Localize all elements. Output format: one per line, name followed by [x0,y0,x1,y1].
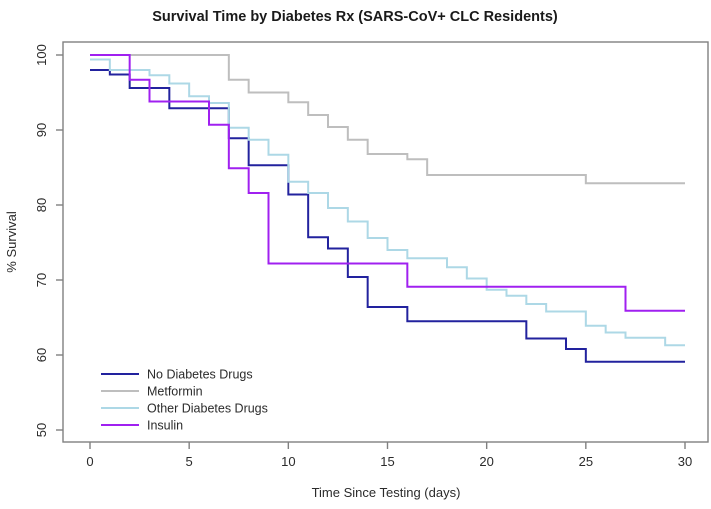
x-tick-label: 15 [380,454,394,469]
curve-metformin [90,54,685,185]
y-axis-title: % Survival [4,211,19,273]
y-tick-label: 100 [34,44,49,66]
x-tick-label: 20 [479,454,493,469]
y-tick-label: 70 [34,273,49,287]
legend-item-other-diabetes-drugs: Other Diabetes Drugs [101,402,268,416]
legend-label-no-diabetes-drugs: No Diabetes Drugs [147,368,253,382]
plot-frame [62,41,709,443]
legend-label-insulin: Insulin [147,419,183,433]
y-tick-label: 50 [34,423,49,437]
x-tick-label: 10 [281,454,295,469]
y-tick-label: 60 [34,348,49,362]
legend: No Diabetes Drugs Metformin Other Diabetes… [101,368,268,433]
chart-title: Survival Time by Diabetes Rx (SARS-CoV+ … [152,9,558,25]
x-tick-label: 30 [678,454,692,469]
legend-item-insulin: Insulin [101,419,183,433]
x-tick-label: 0 [86,454,93,469]
curve-other-diabetes-drugs [90,58,685,347]
curve-no-diabetes-drugs [90,69,685,363]
survival-curves [90,54,685,363]
legend-item-metformin: Metformin [101,385,203,399]
legend-label-other-diabetes-drugs: Other Diabetes Drugs [147,402,268,416]
legend-label-metformin: Metformin [147,385,203,399]
legend-item-no-diabetes-drugs: No Diabetes Drugs [101,368,253,382]
x-tick-label: 5 [186,454,193,469]
y-tick-label: 90 [34,123,49,137]
curve-insulin [90,54,685,312]
x-tick-label: 25 [579,454,593,469]
y-tick-label: 80 [34,198,49,212]
axes: 0 5 10 15 20 25 30 50 60 70 80 90 100 [34,41,709,469]
x-axis-title: Time Since Testing (days) [312,485,461,500]
